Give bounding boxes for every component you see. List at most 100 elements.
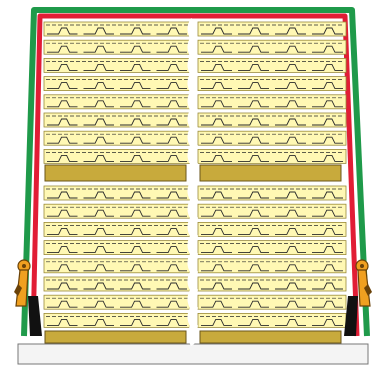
panel	[197, 130, 347, 146]
panel-profile	[312, 82, 343, 90]
panel-profile	[83, 136, 114, 144]
panel-profile	[83, 27, 114, 35]
panel-face	[197, 39, 347, 55]
panel-face	[197, 148, 347, 164]
panel-profile	[201, 318, 232, 326]
panel-profile	[156, 27, 187, 35]
panel-profile	[120, 63, 151, 71]
panel-profile	[201, 136, 232, 144]
panel-profile	[83, 264, 114, 272]
panel-profile	[312, 264, 343, 272]
frame-green	[21, 7, 370, 337]
panel-profile	[238, 282, 269, 290]
pallet-board	[199, 330, 342, 344]
panel	[197, 39, 347, 55]
panel-profile	[156, 63, 187, 71]
panel-profile	[275, 246, 306, 254]
base-plate	[17, 343, 369, 365]
panel-profile	[156, 209, 187, 217]
panel-profile	[120, 136, 151, 144]
panel-profile	[238, 100, 269, 108]
panel-profile	[275, 27, 306, 35]
panel-profile	[201, 45, 232, 53]
panel-profile	[120, 154, 151, 162]
panel	[197, 185, 347, 201]
panel-profile	[312, 154, 343, 162]
panel-face	[197, 185, 347, 201]
latch-hook	[364, 284, 372, 296]
panel-profile	[201, 282, 232, 290]
panel-profile	[201, 100, 232, 108]
panel-profile	[238, 209, 269, 217]
strap-right	[344, 296, 358, 336]
panel	[197, 58, 347, 73]
panel-profile	[156, 318, 187, 326]
panel-profile	[83, 318, 114, 326]
panel-profile	[47, 27, 78, 35]
frame-red	[30, 13, 360, 337]
panel-profile	[312, 45, 343, 53]
panel-profile	[83, 191, 114, 199]
panel-profile	[201, 246, 232, 254]
panel	[197, 312, 347, 328]
panel	[43, 312, 191, 328]
panel-profile	[201, 118, 232, 126]
panel-profile	[275, 82, 306, 90]
panel-profile	[275, 300, 306, 308]
panel-profile	[120, 82, 151, 90]
panel-profile	[275, 45, 306, 53]
panel	[43, 94, 191, 110]
panel-profile	[238, 63, 269, 71]
panel-profile	[312, 300, 343, 308]
panel-profile	[156, 246, 187, 254]
panel-profile	[120, 227, 151, 235]
panel-profile	[201, 82, 232, 90]
panel	[197, 76, 347, 91]
panel-profile	[83, 154, 114, 162]
pallet-board	[199, 164, 342, 182]
panel	[43, 294, 191, 310]
panel	[43, 203, 191, 219]
panel-profile	[156, 136, 187, 144]
panel-profile	[275, 264, 306, 272]
panel-profile	[156, 191, 187, 199]
panel-profile	[120, 100, 151, 108]
latch-hook	[14, 284, 22, 296]
panel-profile	[156, 300, 187, 308]
panel-profile	[120, 191, 151, 199]
panel	[43, 258, 191, 274]
panel-face	[197, 221, 347, 237]
panel-face	[197, 240, 347, 256]
panel-profile	[156, 282, 187, 290]
panel	[197, 294, 347, 310]
panel-profile	[312, 246, 343, 254]
panel-profile	[47, 118, 78, 126]
panel-profile	[47, 82, 78, 90]
panel-face	[197, 203, 347, 219]
panel-profile	[83, 282, 114, 290]
pallet-board	[44, 330, 187, 344]
panel	[43, 39, 191, 55]
panel-profile	[201, 227, 232, 235]
panel-profile	[312, 282, 343, 290]
panel	[197, 203, 347, 219]
panel-face	[197, 76, 347, 91]
panel-profile	[83, 227, 114, 235]
right-latch	[355, 259, 372, 307]
panel-profile	[47, 63, 78, 71]
strap-left	[28, 296, 42, 336]
panel	[197, 221, 347, 237]
panel-profile	[47, 136, 78, 144]
panel-profile	[83, 246, 114, 254]
panel-profile	[312, 63, 343, 71]
panel	[43, 76, 191, 91]
panel-profile	[275, 118, 306, 126]
panel	[43, 185, 191, 201]
panel-profile	[120, 282, 151, 290]
panel-profile	[238, 191, 269, 199]
panel-profile	[201, 63, 232, 71]
panel-profile	[275, 209, 306, 217]
panel-profile	[156, 118, 187, 126]
